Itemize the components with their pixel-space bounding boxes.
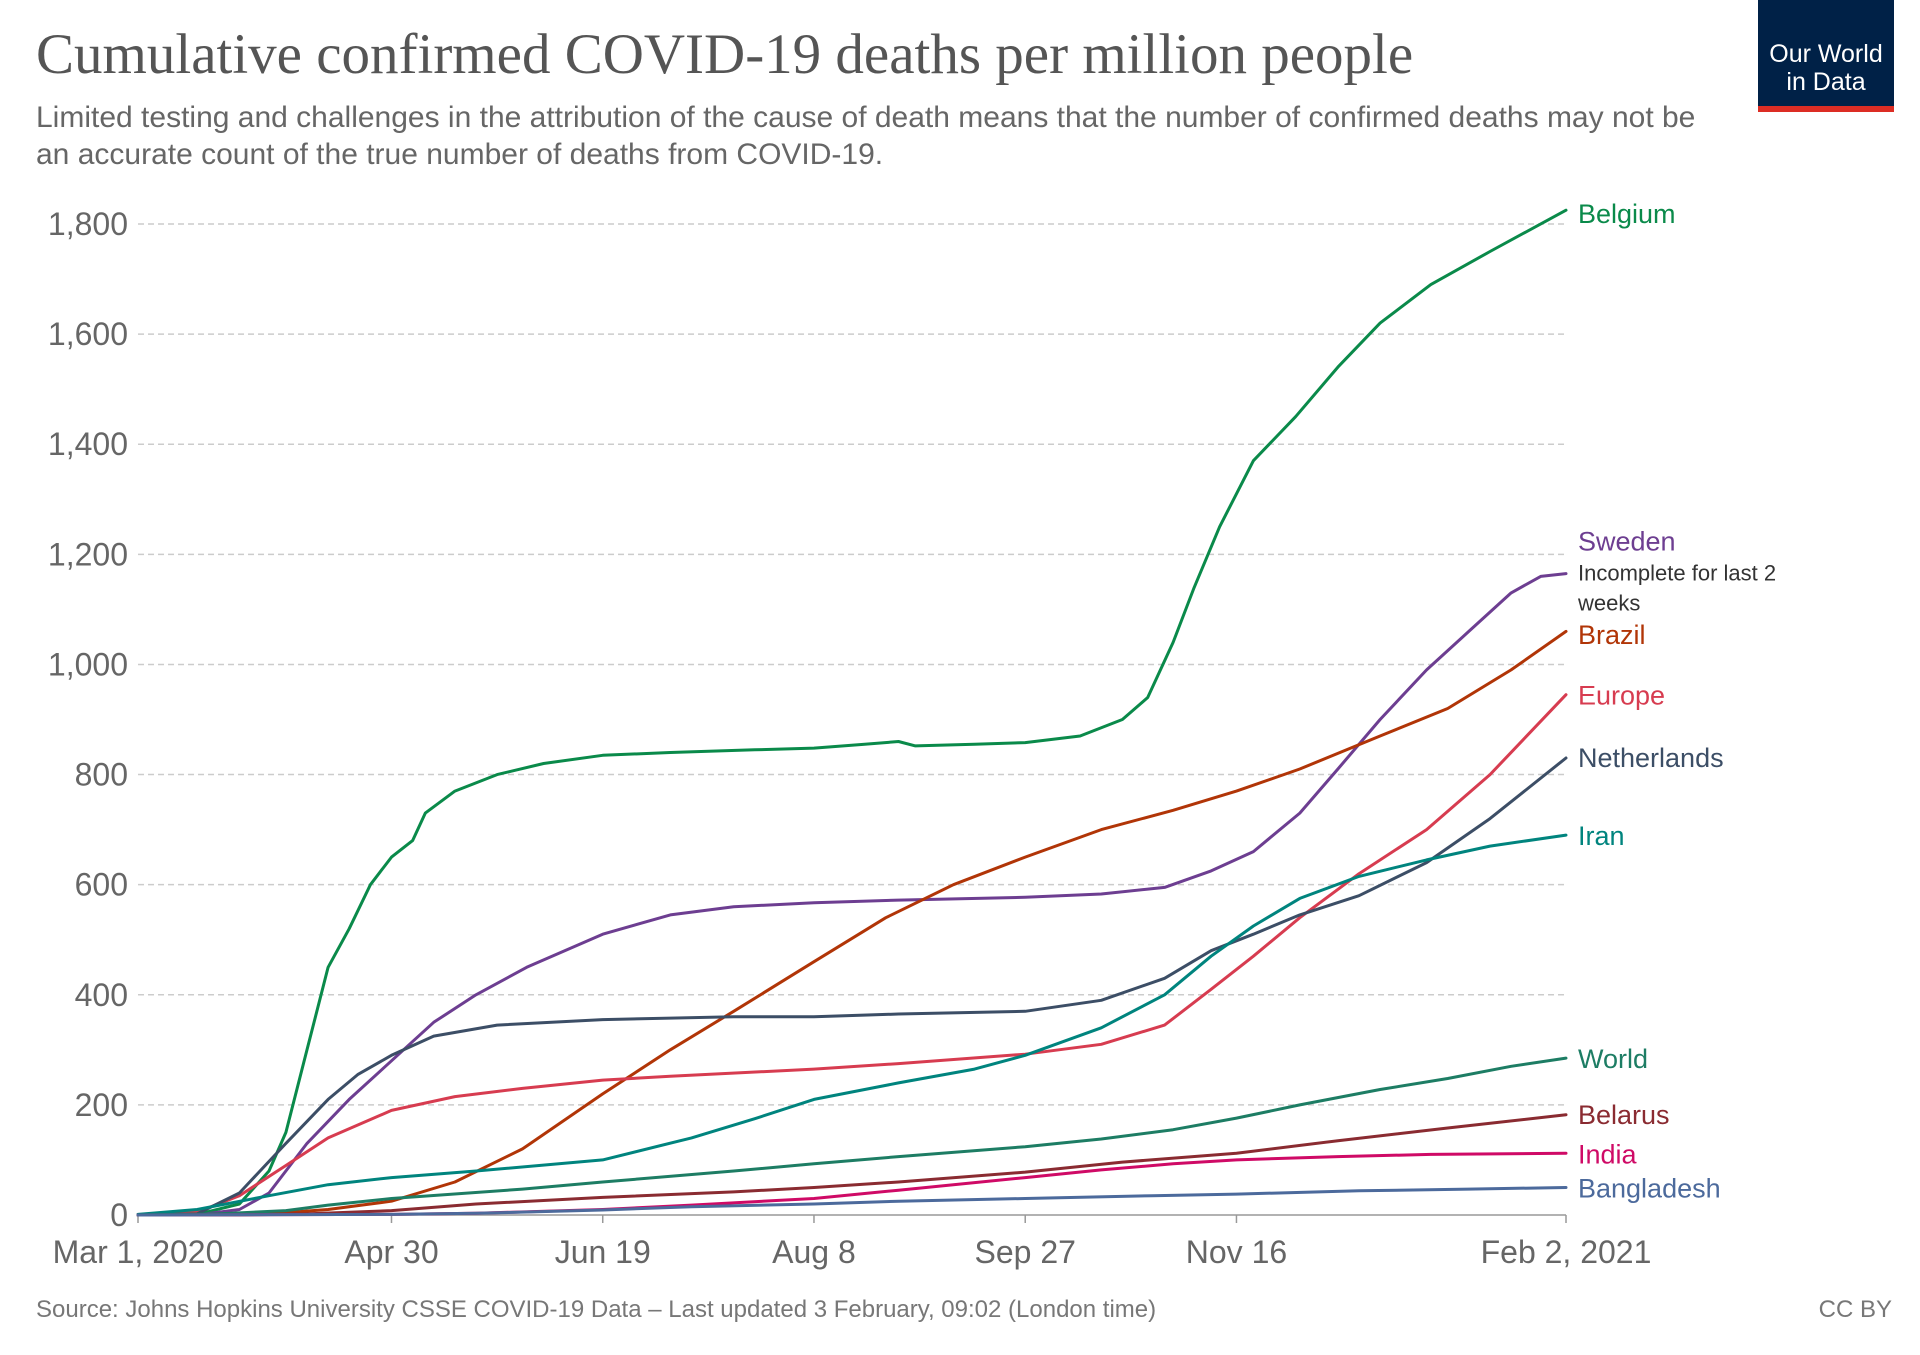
series-label-europe: Europe xyxy=(1578,681,1665,711)
y-tick-label: 400 xyxy=(75,977,128,1013)
series-label-world: World xyxy=(1578,1044,1648,1074)
series-label-brazil: Brazil xyxy=(1578,620,1646,650)
y-tick-label: 600 xyxy=(75,867,128,903)
x-tick-label: Feb 2, 2021 xyxy=(1481,1234,1652,1270)
series-line-brazil xyxy=(136,629,1568,1217)
series-label-belgium: Belgium xyxy=(1578,199,1676,229)
series-label-iran: Iran xyxy=(1578,821,1625,851)
y-tick-label: 1,600 xyxy=(48,316,128,352)
series-label-belarus: Belarus xyxy=(1578,1100,1670,1130)
x-tick-label: Jun 19 xyxy=(555,1234,651,1270)
chart-subtitle: Limited testing and challenges in the at… xyxy=(36,101,1696,171)
y-tick-label: 1,800 xyxy=(48,206,128,242)
license-link[interactable]: CC BY xyxy=(1818,1296,1892,1323)
x-tick-label: Apr 30 xyxy=(344,1234,438,1270)
y-tick-label: 200 xyxy=(75,1087,128,1123)
y-axis-ticks: 0 200 400 600 800 1,000 1,200 1,400 1,600 1,800 xyxy=(48,206,128,1233)
x-tick-label: Aug 8 xyxy=(772,1234,856,1270)
y-tick-label: 0 xyxy=(110,1197,128,1233)
y-tick-label: 800 xyxy=(75,757,128,793)
logo-line-1: Our World xyxy=(1769,40,1883,68)
series-line-belarus xyxy=(136,1113,1568,1217)
y-tick-label: 1,200 xyxy=(48,536,128,572)
series-label-sweden: Sweden xyxy=(1578,527,1676,557)
y-tick-label: 1,000 xyxy=(48,646,128,682)
series-labels: Belgium Sweden Brazil Europe Netherlands Iran… xyxy=(1577,199,1776,1203)
series-label-india: India xyxy=(1578,1139,1638,1169)
logo-line-2: in Data xyxy=(1786,68,1866,96)
sweden-incomplete-note-line-2: weeks xyxy=(1577,591,1640,616)
x-tick-label: Sep 27 xyxy=(975,1234,1076,1270)
x-tick-label: Mar 1, 2020 xyxy=(53,1234,224,1270)
x-axis-ticks: Mar 1, 2020 Apr 30 Jun 19 Aug 8 Sep 27 Nov 16… xyxy=(53,1215,1652,1270)
series-line-sweden xyxy=(136,572,1568,1217)
sweden-incomplete-note-line-1: Incomplete for last 2 xyxy=(1578,561,1776,586)
series-label-netherlands: Netherlands xyxy=(1578,743,1724,773)
source-note: Source: Johns Hopkins University CSSE CO… xyxy=(36,1296,1157,1323)
series-line-bangladesh xyxy=(136,1186,1568,1217)
logo-accent-bar xyxy=(1758,106,1894,112)
series-line-iran xyxy=(136,833,1568,1216)
series-lines xyxy=(136,208,1568,1217)
x-tick-label: Nov 16 xyxy=(1186,1234,1287,1270)
series-label-bangladesh: Bangladesh xyxy=(1578,1173,1721,1203)
series-line-world xyxy=(136,1056,1568,1217)
series-line-belgium xyxy=(136,208,1568,1217)
series-line-europe xyxy=(136,693,1568,1217)
owid-logo[interactable]: Our World in Data xyxy=(1758,0,1894,112)
series-line-netherlands xyxy=(136,756,1568,1217)
chart-title: Cumulative confirmed COVID-19 deaths per… xyxy=(36,23,1414,86)
y-tick-label: 1,400 xyxy=(48,426,128,462)
